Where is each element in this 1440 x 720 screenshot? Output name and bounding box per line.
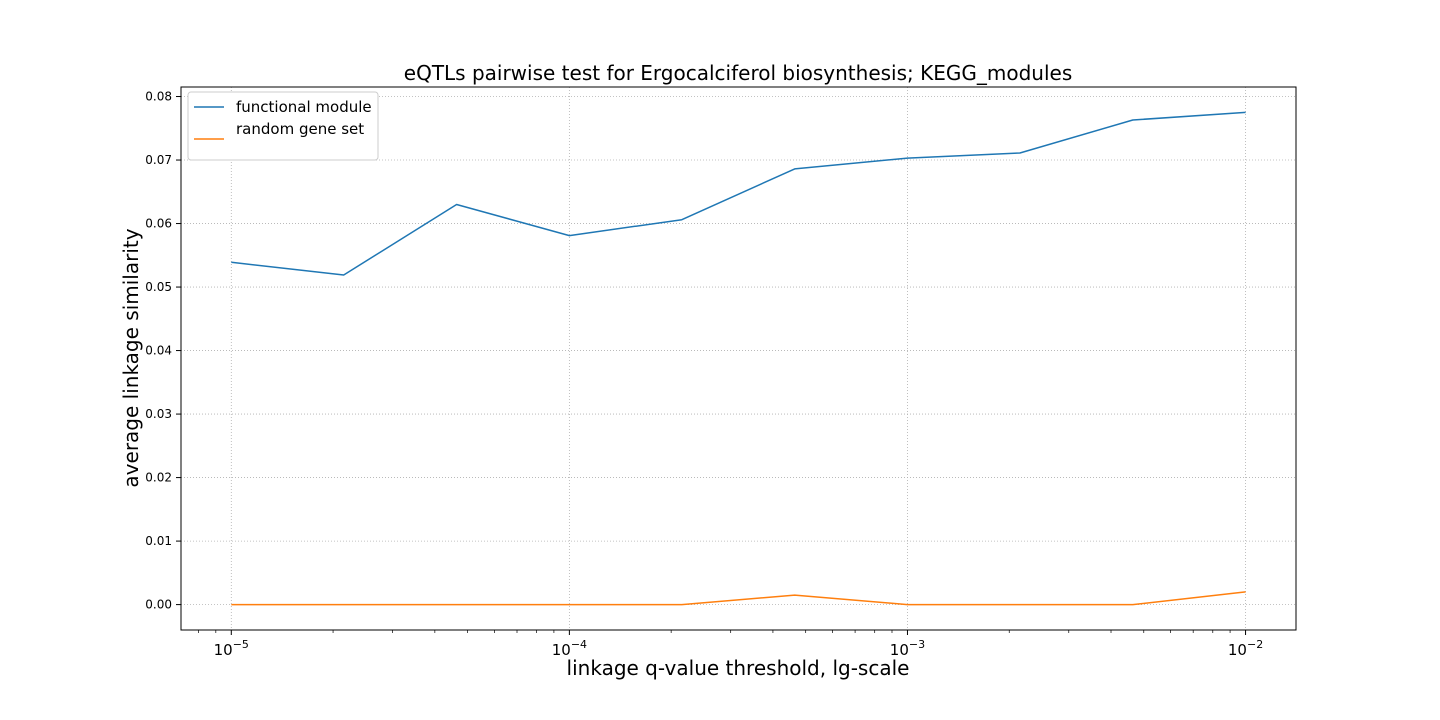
grid bbox=[181, 87, 1296, 630]
chart-title: eQTLs pairwise test for Ergocalciferol b… bbox=[404, 61, 1072, 85]
x-axis-label: linkage q-value threshold, lg-scale bbox=[567, 656, 910, 680]
series-line-random-gene-set bbox=[231, 591, 1246, 606]
legend-box bbox=[187, 91, 379, 161]
series-lines bbox=[231, 111, 1246, 606]
legend-label-functional-module: functional module bbox=[236, 98, 372, 116]
legend: functional module random gene set bbox=[187, 91, 379, 161]
y-tick-label: 0.02 bbox=[145, 471, 172, 485]
y-tick-label: 0.00 bbox=[145, 598, 172, 612]
series-line-functional-module bbox=[231, 111, 1246, 276]
plot-frame bbox=[180, 86, 1297, 631]
y-tick-label: 0.06 bbox=[145, 217, 172, 231]
y-tick-label: 0.08 bbox=[145, 90, 172, 104]
y-tick-label: 0.03 bbox=[145, 407, 172, 421]
y-axis-label: average linkage similarity bbox=[119, 228, 143, 487]
y-tick-label: 0.04 bbox=[145, 344, 172, 358]
y-tick-label: 0.01 bbox=[145, 534, 172, 548]
y-tick-label: 0.05 bbox=[145, 280, 172, 294]
y-axis-ticks: 0.00 0.01 0.02 0.03 0.04 0.05 0.06 0.07 0.08 bbox=[145, 90, 181, 612]
y-tick-label: 0.07 bbox=[145, 153, 172, 167]
legend-label-random-gene-set: random gene set bbox=[236, 120, 364, 138]
